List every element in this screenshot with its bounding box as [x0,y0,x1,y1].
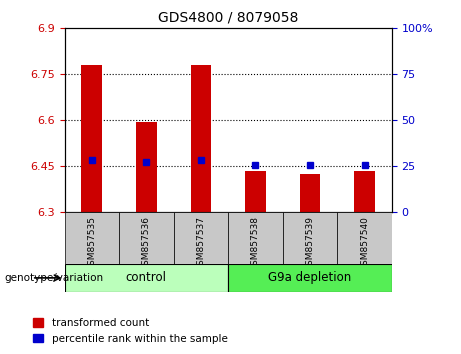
FancyBboxPatch shape [65,264,228,292]
FancyBboxPatch shape [119,212,174,264]
FancyBboxPatch shape [228,264,392,292]
Text: genotype/variation: genotype/variation [5,273,104,283]
FancyBboxPatch shape [65,212,119,264]
FancyBboxPatch shape [337,212,392,264]
Bar [136,122,157,212]
Text: GSM857537: GSM857537 [196,216,206,271]
Text: GSM857538: GSM857538 [251,216,260,271]
Text: GSM857539: GSM857539 [306,216,314,271]
Title: GDS4800 / 8079058: GDS4800 / 8079058 [158,10,298,24]
FancyBboxPatch shape [228,212,283,264]
Text: GSM857540: GSM857540 [360,216,369,271]
FancyBboxPatch shape [174,212,228,264]
Bar [190,65,211,212]
Text: G9a depletion: G9a depletion [268,272,352,284]
Bar [82,65,102,212]
Bar [245,171,266,212]
Legend: transformed count, percentile rank within the sample: transformed count, percentile rank withi… [33,318,227,344]
Bar [300,174,320,212]
FancyBboxPatch shape [283,212,337,264]
Text: GSM857536: GSM857536 [142,216,151,271]
Text: control: control [126,272,167,284]
Bar [354,171,375,212]
Text: GSM857535: GSM857535 [87,216,96,271]
